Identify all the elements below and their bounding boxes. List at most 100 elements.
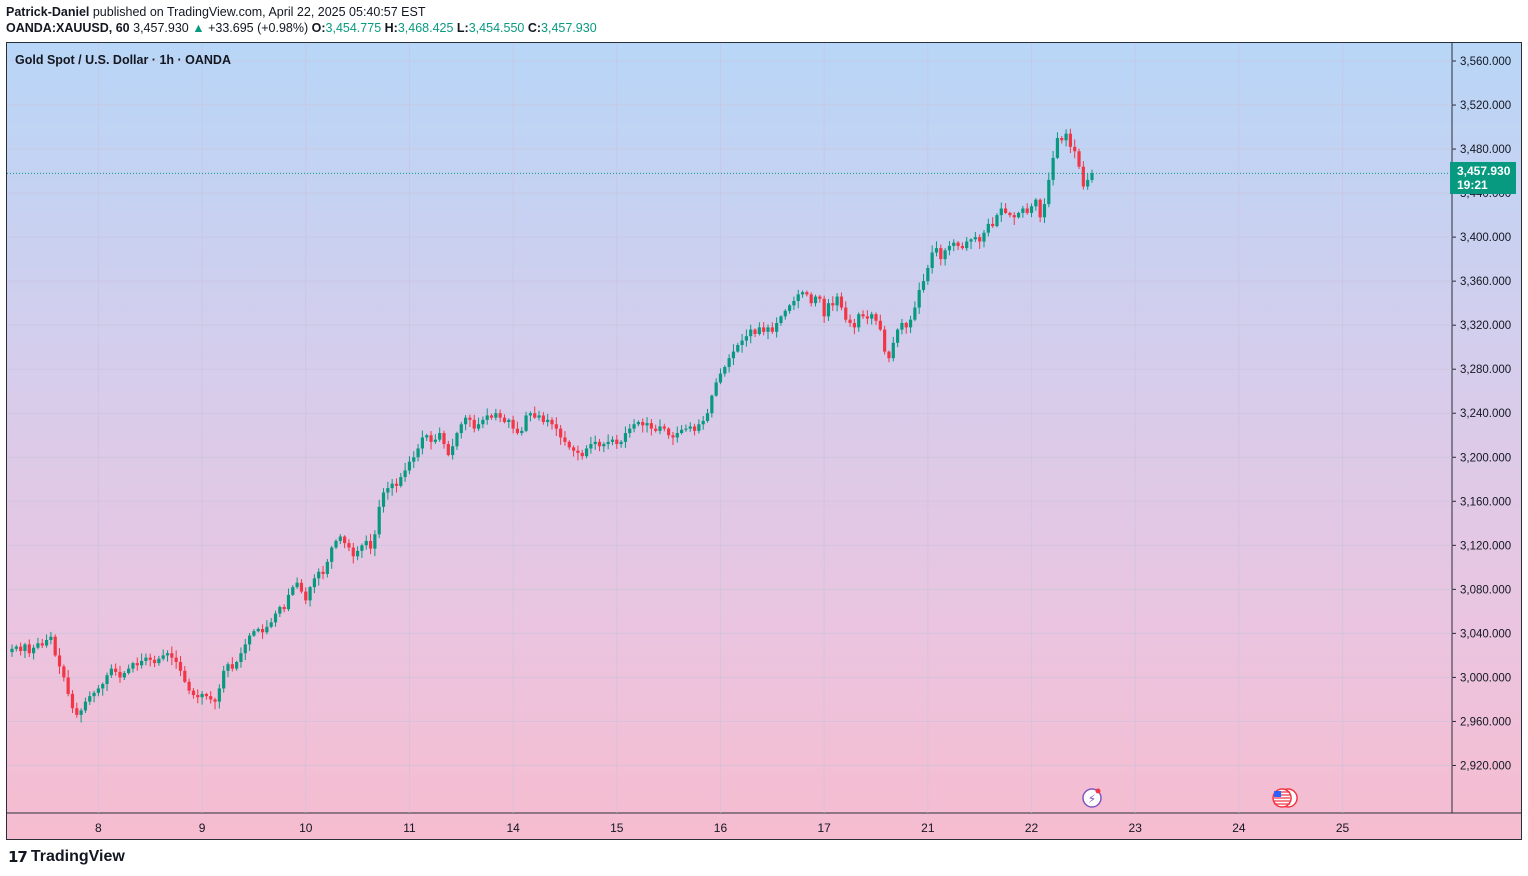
y-tick-label: 3,040.000 <box>1460 628 1511 640</box>
candle-body-up <box>731 351 736 359</box>
author-name[interactable]: Patrick-Daniel <box>6 5 90 19</box>
candle-body-up <box>356 550 360 557</box>
price-change: +33.695 (+0.98%) <box>208 21 309 35</box>
candle-body-down <box>260 628 265 633</box>
candle-body-up <box>256 628 260 632</box>
candle-body-down <box>170 653 174 658</box>
candle-body-up <box>131 663 135 669</box>
x-tick-label: 22 <box>1025 821 1039 835</box>
candle-body-down <box>753 329 757 334</box>
candle-body-up <box>23 644 27 652</box>
candle-body-down <box>53 636 57 656</box>
candle-body-up <box>373 534 377 549</box>
candle-body-up <box>36 643 40 648</box>
candle-body-up <box>857 314 861 328</box>
y-tick-label: 3,240.000 <box>1460 408 1511 420</box>
candle-body-down <box>502 417 507 423</box>
candle-body-down <box>204 693 208 697</box>
x-tick-label: 24 <box>1232 821 1246 835</box>
candle-body-up <box>425 435 429 438</box>
symbol-label[interactable]: OANDA:XAUUSD, 60 <box>6 21 130 35</box>
candle-body-down <box>852 322 856 328</box>
candle-body-up <box>1064 133 1068 141</box>
candle-body-up <box>235 662 239 669</box>
candle-body-up <box>273 613 278 623</box>
candle-body-up <box>589 444 593 449</box>
candle-body-up <box>49 636 53 640</box>
candle-body-down <box>1073 146 1077 152</box>
candle-body-down <box>1081 166 1085 187</box>
candle-body-down <box>66 677 70 694</box>
candle-body-down <box>351 547 355 557</box>
candle-body-down <box>550 419 554 425</box>
candle-body-up <box>783 310 787 317</box>
candle-body-up <box>476 424 481 429</box>
candle-body-up <box>602 444 606 447</box>
candle-body-down <box>70 693 75 709</box>
candle-body-up <box>420 437 424 449</box>
candle-body-up <box>800 292 805 295</box>
low-value: 3,454.550 <box>468 21 525 35</box>
candle-body-up <box>252 631 256 636</box>
y-tick-label: 3,320.000 <box>1460 320 1511 332</box>
candle-body-up <box>688 426 692 429</box>
y-tick-label: 3,560.000 <box>1460 56 1511 68</box>
candle-body-up <box>710 395 714 414</box>
candle-body-down <box>649 423 653 429</box>
candle-body-up <box>105 675 109 685</box>
candle-body-up <box>265 626 269 633</box>
x-tick-label: 16 <box>714 821 728 835</box>
candle-body-down <box>191 690 196 696</box>
candle-body-up <box>684 428 688 430</box>
y-tick-label: 3,480.000 <box>1460 144 1511 156</box>
candle-body-up <box>727 358 731 368</box>
candle-body-down <box>62 666 66 678</box>
candle-body-down <box>887 351 891 359</box>
candle-body-up <box>619 441 623 445</box>
y-tick-label: 3,360.000 <box>1460 276 1511 288</box>
candle-body-down <box>809 294 813 304</box>
candle-body-up <box>1016 212 1021 218</box>
candle-body-up <box>308 587 312 601</box>
candle-body-down <box>394 483 399 486</box>
candle-body-up <box>528 413 532 416</box>
candle-body-up <box>714 382 718 396</box>
candle-body-up <box>390 483 394 489</box>
candle-body-down <box>559 428 563 438</box>
candle-body-up <box>740 340 744 345</box>
candle-body-down <box>1008 212 1012 216</box>
candle-body-down <box>978 237 982 242</box>
candle-body-down <box>472 419 476 429</box>
candle-body-up <box>14 646 18 649</box>
candle-body-down <box>321 571 325 574</box>
candle-body-down <box>861 314 865 317</box>
x-tick-label: 17 <box>817 821 831 835</box>
candle-body-up <box>157 658 161 664</box>
candle-body-down <box>615 439 619 445</box>
candle-body-up <box>744 336 748 341</box>
candle-body-up <box>947 245 952 251</box>
candle-body-up <box>295 582 299 588</box>
candle-body-down <box>1060 138 1064 141</box>
open-label: O: <box>311 21 326 35</box>
candle-body-up <box>908 319 913 328</box>
candle-body-up <box>144 657 148 661</box>
event-dot-icon <box>1095 788 1101 794</box>
candle-body-up <box>736 344 740 352</box>
candle-body-up <box>360 545 364 551</box>
candlestick-chart[interactable]: 2,920.000 2,960.000 3,000.000 3,040.000 3,08… <box>7 43 1522 840</box>
candle-body-down <box>57 655 62 667</box>
candle-body-down <box>567 441 571 448</box>
chart-area[interactable]: 2,920.000 2,960.000 3,000.000 3,040.000 3,08… <box>6 42 1522 840</box>
candle-body-up <box>632 424 636 429</box>
candle-body-up <box>377 506 381 535</box>
tradingview-logo[interactable]: 𝟭𝟳 TradingView <box>8 848 125 866</box>
candle-body-up <box>796 294 800 301</box>
candle-body-up <box>403 470 407 478</box>
candle-body-up <box>278 606 282 614</box>
candle-body-down <box>960 245 964 249</box>
candle-body-up <box>1029 206 1034 213</box>
candle-body-up <box>10 648 14 653</box>
candle-body-up <box>381 492 386 507</box>
candle-body-up <box>399 477 403 486</box>
